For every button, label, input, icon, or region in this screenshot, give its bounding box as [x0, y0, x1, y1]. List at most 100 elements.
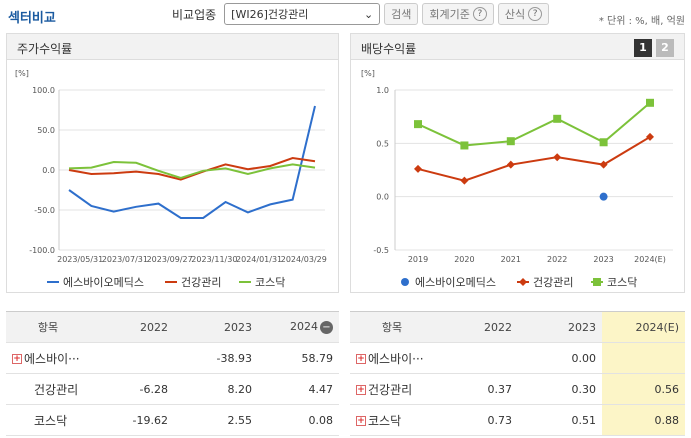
value-cell-2022 — [434, 342, 518, 374]
chart-tab-1-button[interactable]: 1 — [634, 39, 652, 57]
dividend-table: 항목 2022 2023 2024(E) + 에스바이··· 0.00 + 건강관리 0.… — [350, 311, 685, 436]
value-cell-2024: 0.56 — [602, 373, 685, 405]
x-tick-label: 2024(E) — [634, 255, 666, 264]
table-row: + 에스바이··· -38.93 58.79 — [6, 342, 339, 374]
y-tick-label: -50.0 — [34, 206, 55, 215]
series-line-3 — [68, 160, 316, 180]
dividend-chart: [%]1.0 0.5 0.0 -0.5 2019 2020 2021 2022 2023 2024… — [361, 69, 673, 289]
data-point — [599, 138, 608, 147]
value-cell-2022: 0.37 — [434, 373, 518, 405]
search-button-label: 검색 — [391, 8, 412, 21]
row-name-cell: 코스닥 — [6, 404, 90, 436]
col-header-2023: 2023 — [518, 311, 602, 343]
dividend-title: 배당수익률 — [351, 34, 684, 60]
value-cell-2023: 0.00 — [518, 342, 602, 374]
stock-return-panel: 주가수익률 [%] 100.0 50.0 0.0 -50.0 -100.0 2023/05/… — [6, 33, 339, 293]
data-point — [599, 192, 608, 201]
x-tick-label: 2023 — [593, 255, 613, 264]
expand-icon[interactable]: + — [356, 385, 366, 395]
col-header-2024: 2024− — [258, 311, 339, 343]
expand-icon[interactable]: + — [12, 354, 22, 364]
x-tick-label: 2024/01/31 — [236, 255, 282, 264]
help-icon: ? — [472, 7, 487, 21]
row-name-cell: + 건강관리 — [350, 373, 434, 405]
table-header-row: 항목 2022 2023 2024− — [6, 311, 339, 343]
row-name-cell: + 에스바이··· — [350, 342, 434, 374]
legend-label-3: 코스닥 — [255, 276, 285, 289]
data-point — [506, 160, 515, 169]
search-button[interactable]: 검색 — [384, 3, 419, 25]
col-header-2022: 2022 — [90, 311, 174, 343]
unit-note: * 단위 : %, 배, 억원 — [598, 16, 685, 27]
table-row: 코스닥 -19.62 2.55 0.08 — [6, 404, 339, 436]
col-header-2023: 2023 — [174, 311, 258, 343]
value-cell-2023: 0.30 — [518, 373, 602, 405]
row-name: 에스바이··· — [368, 351, 424, 366]
col-header-2024-label: 2024 — [290, 320, 318, 334]
row-name-cell: + 코스닥 — [350, 404, 434, 436]
accounting-button[interactable]: 회계기준? — [422, 3, 494, 25]
table-row: 건강관리 -6.28 8.20 4.47 — [6, 373, 339, 405]
value-cell-2023: 8.20 — [174, 373, 258, 405]
x-tick-label: 2023/07/31 — [102, 255, 148, 264]
y-tick-label: -100.0 — [29, 246, 55, 255]
sector-select-value: [WI26]건강관리 — [231, 8, 309, 21]
y-tick-label: 0.0 — [376, 193, 389, 202]
x-tick-label: 2023/11/30 — [191, 255, 237, 264]
y-axis-unit: [%] — [361, 69, 375, 78]
series-line-2 — [417, 136, 651, 182]
value-cell-2023: 0.51 — [518, 404, 602, 436]
dividend-panel: 배당수익률 1 2 [%] 1.0 0.5 0.0 -0.5 2019 2020 2021 20… — [350, 33, 685, 293]
stock-return-chart: [%]100.050.00.0-50.0-100.02023/05/312023… — [15, 69, 327, 289]
legend-label-1: 에스바이오메딕스 — [63, 276, 144, 289]
page-title: 섹터비교 — [8, 11, 56, 26]
col-header-2022: 2022 — [434, 311, 518, 343]
value-cell-2024: 58.79 — [258, 342, 339, 374]
row-name: 건강관리 — [368, 382, 413, 397]
data-point — [414, 164, 422, 173]
y-tick-label: -0.5 — [373, 246, 389, 255]
series-line-2 — [68, 156, 316, 181]
col-header-item: 항목 — [6, 311, 90, 343]
formula-button-label: 산식 — [504, 8, 526, 21]
series-line-1 — [68, 105, 316, 219]
y-tick-label: 100.0 — [32, 86, 55, 95]
collapse-icon[interactable]: − — [320, 320, 333, 334]
formula-button[interactable]: 산식? — [497, 3, 550, 25]
y-tick-label: 0.0 — [42, 166, 55, 175]
y-tick-label: 0.5 — [376, 139, 389, 148]
x-tick-label: 2024/03/29 — [281, 255, 327, 264]
help-icon: ? — [528, 7, 543, 21]
y-axis-unit: [%] — [15, 69, 29, 78]
legend-swatch-1 — [401, 278, 409, 286]
value-cell-2024: 4.47 — [258, 373, 339, 405]
value-cell-2022 — [90, 342, 174, 374]
value-cell-2023: -38.93 — [174, 342, 258, 374]
data-point — [460, 141, 469, 150]
legend-label-2: 건강관리 — [181, 276, 221, 289]
row-name: 코스닥 — [368, 413, 402, 428]
y-tick-label: 50.0 — [37, 126, 55, 135]
table-row: + 에스바이··· 0.00 — [350, 342, 685, 374]
table-header-row: 항목 2022 2023 2024(E) — [350, 311, 685, 343]
sector-select[interactable]: [WI26]건강관리 ⌄ — [224, 3, 381, 25]
x-tick-label: 2023/05/31 — [57, 255, 103, 264]
compare-label: 비교업종 — [172, 7, 217, 22]
value-cell-2022: -19.62 — [90, 404, 174, 436]
legend-swatch-3 — [593, 278, 601, 286]
value-cell-2024: 0.08 — [258, 404, 339, 436]
data-point — [414, 120, 422, 129]
x-tick-label: 2020 — [454, 255, 474, 264]
value-cell-2024: 0.88 — [602, 404, 685, 436]
legend-swatch-2 — [519, 278, 527, 286]
x-tick-label: 2022 — [547, 255, 567, 264]
expand-icon[interactable]: + — [356, 354, 366, 364]
data-point — [599, 160, 608, 169]
chart-tab-2-button[interactable]: 2 — [656, 39, 674, 57]
expand-icon[interactable]: + — [356, 416, 366, 426]
data-point — [646, 98, 654, 107]
stock-return-title: 주가수익률 — [7, 34, 338, 60]
stock-return-table: 항목 2022 2023 2024− + 에스바이··· -38.93 58.79 건강… — [6, 311, 339, 436]
accounting-button-label: 회계기준 — [429, 8, 470, 21]
row-name: 건강관리 — [34, 382, 79, 397]
